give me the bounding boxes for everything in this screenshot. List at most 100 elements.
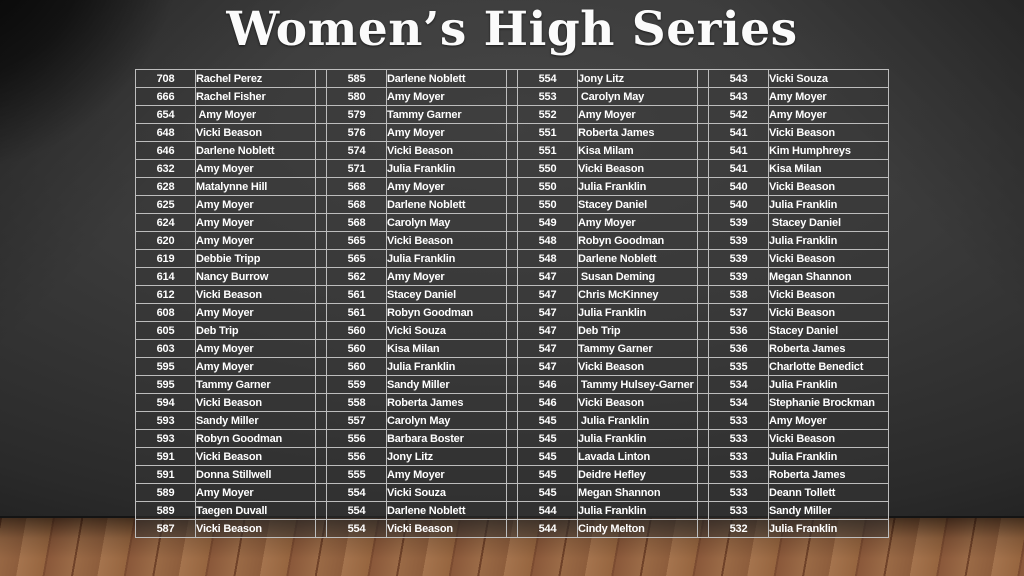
score-cell: 554 <box>326 483 387 502</box>
table-row: 589 Amy Moyer 554 Vicki Souza 545 Megan Shann… <box>135 483 889 502</box>
spacer-cell <box>315 501 327 520</box>
name-cell: Taegen Duvall <box>195 501 316 520</box>
name-cell: Vicki Beason <box>768 177 889 196</box>
name-cell: Amy Moyer <box>386 465 507 484</box>
name-cell: Vicki Souza <box>386 321 507 340</box>
name-cell: Tammy Garner <box>577 339 698 358</box>
name-cell: Darlene Noblett <box>386 195 507 214</box>
score-cell: 543 <box>708 69 769 88</box>
score-cell: 559 <box>326 375 387 394</box>
name-cell: Roberta James <box>768 465 889 484</box>
name-cell: Amy Moyer <box>768 105 889 124</box>
name-cell: Stacey Daniel <box>768 321 889 340</box>
score-cell: 589 <box>135 483 196 502</box>
score-cell: 612 <box>135 285 196 304</box>
name-cell: Sandy Miller <box>386 375 507 394</box>
score-cell: 534 <box>708 375 769 394</box>
name-cell: Vicki Beason <box>577 393 698 412</box>
name-cell: Vicki Beason <box>195 123 316 142</box>
table-row: 628 Matalynne Hill 568 Amy Moyer 550 Julia Fr… <box>135 177 889 196</box>
score-cell: 550 <box>517 195 578 214</box>
spacer-cell <box>506 249 518 268</box>
score-cell: 547 <box>517 321 578 340</box>
score-cell: 548 <box>517 231 578 250</box>
name-cell: Julia Franklin <box>768 231 889 250</box>
score-cell: 565 <box>326 231 387 250</box>
spacer-cell <box>506 213 518 232</box>
score-cell: 537 <box>708 303 769 322</box>
name-cell: Julia Franklin <box>768 375 889 394</box>
name-cell: Lavada Linton <box>577 447 698 466</box>
name-cell: Roberta James <box>768 339 889 358</box>
spacer-cell <box>697 159 709 178</box>
name-cell: Deann Tollett <box>768 483 889 502</box>
spacer-cell <box>315 465 327 484</box>
name-cell: Deb Trip <box>577 321 698 340</box>
score-cell: 632 <box>135 159 196 178</box>
spacer-cell <box>506 393 518 412</box>
name-cell: Roberta James <box>386 393 507 412</box>
spacer-cell <box>697 195 709 214</box>
name-cell: Deb Trip <box>195 321 316 340</box>
score-cell: 619 <box>135 249 196 268</box>
table-row: 591 Donna Stillwell 555 Amy Moyer 545 Deidre … <box>135 465 889 484</box>
name-cell: Julia Franklin <box>577 429 698 448</box>
spacer-cell <box>697 465 709 484</box>
score-cell: 554 <box>517 69 578 88</box>
name-cell: Tammy Hulsey-Garner <box>577 375 698 394</box>
table-row: 666 Rachel Fisher 580 Amy Moyer 553 Carolyn … <box>135 87 889 106</box>
table-row: 587 Vicki Beason 554 Vicki Beason 544 Cindy M… <box>135 519 889 538</box>
name-cell: Stacey Daniel <box>386 285 507 304</box>
score-cell: 539 <box>708 267 769 286</box>
table-row: 632 Amy Moyer 571 Julia Franklin 550 Vicki Be… <box>135 159 889 178</box>
score-cell: 548 <box>517 249 578 268</box>
score-cell: 541 <box>708 141 769 160</box>
score-cell: 646 <box>135 141 196 160</box>
score-cell: 620 <box>135 231 196 250</box>
score-cell: 561 <box>326 285 387 304</box>
name-cell: Amy Moyer <box>195 213 316 232</box>
spacer-cell <box>315 123 327 142</box>
spacer-cell <box>697 249 709 268</box>
score-cell: 542 <box>708 105 769 124</box>
name-cell: Vicki Beason <box>386 519 507 538</box>
table-row: 708 Rachel Perez 585 Darlene Noblett 554 Jony… <box>135 69 889 88</box>
name-cell: Vicki Beason <box>577 159 698 178</box>
score-cell: 534 <box>708 393 769 412</box>
table-row: 605 Deb Trip 560 Vicki Souza 547 Deb Trip 536 S… <box>135 321 889 340</box>
spacer-cell <box>697 69 709 88</box>
score-cell: 539 <box>708 231 769 250</box>
spacer-cell <box>315 393 327 412</box>
score-cell: 589 <box>135 501 196 520</box>
spacer-cell <box>315 69 327 88</box>
name-cell: Darlene Noblett <box>386 501 507 520</box>
spacer-cell <box>697 177 709 196</box>
score-cell: 556 <box>326 447 387 466</box>
score-cell: 648 <box>135 123 196 142</box>
score-cell: 560 <box>326 357 387 376</box>
name-cell: Deidre Hefley <box>577 465 698 484</box>
spacer-cell <box>315 375 327 394</box>
spacer-cell <box>506 123 518 142</box>
table-row: 593 Sandy Miller 557 Carolyn May 545 Julia F… <box>135 411 889 430</box>
name-cell: Roberta James <box>577 123 698 142</box>
score-cell: 654 <box>135 105 196 124</box>
score-cell: 595 <box>135 375 196 394</box>
table-row: 595 Tammy Garner 559 Sandy Miller 546 Tammy … <box>135 375 889 394</box>
name-cell: Vicki Souza <box>386 483 507 502</box>
name-cell: Amy Moyer <box>768 411 889 430</box>
spacer-cell <box>506 159 518 178</box>
spacer-cell <box>506 69 518 88</box>
name-cell: Carolyn May <box>577 87 698 106</box>
score-cell: 591 <box>135 465 196 484</box>
score-cell: 543 <box>708 87 769 106</box>
score-cell: 608 <box>135 303 196 322</box>
table-row: 593 Robyn Goodman 556 Barbara Boster 545 Juli… <box>135 429 889 448</box>
score-cell: 560 <box>326 339 387 358</box>
score-cell: 546 <box>517 375 578 394</box>
name-cell: Amy Moyer <box>768 87 889 106</box>
spacer-cell <box>697 375 709 394</box>
score-cell: 562 <box>326 267 387 286</box>
name-cell: Donna Stillwell <box>195 465 316 484</box>
spacer-cell <box>315 195 327 214</box>
